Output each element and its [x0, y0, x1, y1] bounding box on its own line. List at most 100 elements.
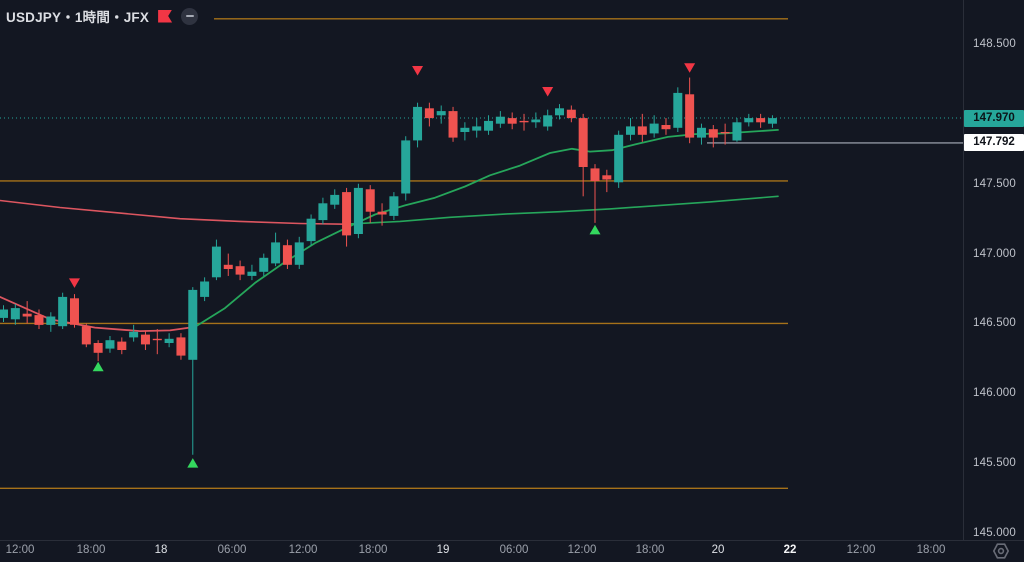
- time-tick: 18:00: [76, 544, 106, 556]
- candle-body: [555, 108, 565, 116]
- candle-body: [377, 211, 387, 215]
- tradingview-logo-icon[interactable]: [992, 542, 1010, 560]
- time-tick: 12:00: [5, 544, 35, 556]
- candle-body: [590, 168, 600, 181]
- time-tick: 12:00: [567, 544, 597, 556]
- symbol-title: USDJPY・1時間・JFX: [6, 10, 150, 25]
- candle-body: [507, 118, 517, 124]
- order-price-badge: 147.792: [964, 134, 1024, 152]
- candle-body: [436, 111, 446, 116]
- candle-body: [247, 271, 257, 276]
- sell-signal-marker: [542, 87, 554, 97]
- candle-body: [117, 341, 127, 350]
- candle-body: [661, 125, 671, 130]
- candle-body: [696, 127, 706, 138]
- candle-body: [472, 126, 482, 131]
- price-tick: 145.000: [973, 527, 1016, 539]
- fast-ma-rising: [194, 128, 779, 328]
- candle-body: [732, 122, 742, 141]
- candle-body: [720, 132, 730, 134]
- candle-body: [685, 94, 695, 138]
- candle-body: [0, 309, 8, 318]
- candle-body: [649, 123, 659, 134]
- candle-body: [69, 298, 79, 325]
- time-tick: 18:00: [358, 544, 388, 556]
- candle-body: [424, 108, 434, 119]
- candle-body: [342, 192, 352, 236]
- sell-signal-marker: [68, 278, 80, 288]
- sell-signal-marker: [412, 66, 424, 76]
- candle-body: [543, 115, 553, 127]
- candle-body: [93, 343, 103, 353]
- candle-body: [708, 129, 718, 138]
- price-tick: 147.000: [973, 247, 1016, 260]
- candle-body: [259, 257, 269, 272]
- candle-body: [294, 242, 304, 265]
- time-tick: 06:00: [499, 544, 529, 556]
- time-tick: 12:00: [288, 544, 318, 556]
- price-tick: 146.500: [973, 317, 1016, 330]
- candle-body: [744, 118, 754, 123]
- candle-body: [200, 281, 210, 297]
- price-tick: 147.500: [973, 177, 1016, 190]
- time-tick: 18:00: [635, 544, 665, 556]
- slow-ma-rising: [344, 195, 779, 225]
- price-tick: 145.500: [973, 457, 1016, 470]
- candle-body: [519, 120, 529, 123]
- candle-body: [401, 140, 411, 194]
- candle-body: [614, 134, 624, 183]
- candle-body: [413, 106, 423, 141]
- candle-body: [223, 264, 233, 269]
- candle-body: [767, 118, 777, 124]
- symbol-legend[interactable]: USDJPY・1時間・JFX: [0, 3, 215, 29]
- candle-body: [531, 119, 541, 123]
- flag-icon[interactable]: [158, 9, 173, 23]
- candle-body: [495, 116, 505, 124]
- candle-body: [460, 127, 470, 132]
- chart-canvas[interactable]: [0, 0, 963, 540]
- price-tick: 148.500: [973, 38, 1016, 50]
- time-tick-day: 18: [154, 544, 168, 556]
- time-tick-day: 22: [783, 544, 797, 556]
- candle-body: [448, 111, 458, 138]
- candle-body: [129, 331, 139, 338]
- candle-body: [140, 334, 150, 345]
- candle-body: [235, 266, 245, 275]
- candle-body: [318, 203, 328, 221]
- time-tick: 06:00: [217, 544, 247, 556]
- time-tick-day: 20: [711, 544, 725, 556]
- candle-body: [22, 313, 32, 317]
- candle-body: [211, 246, 221, 278]
- time-tick: 12:00: [846, 544, 876, 556]
- time-tick: 18:00: [916, 544, 946, 556]
- candle-body: [566, 109, 576, 119]
- candle-body: [389, 196, 399, 216]
- buy-signal-marker: [187, 458, 199, 468]
- candle-body: [365, 189, 375, 212]
- candle-body: [484, 120, 494, 131]
- candle-body: [756, 118, 766, 123]
- candle-body: [306, 218, 316, 242]
- candle-body: [602, 175, 612, 180]
- candle-body: [271, 242, 281, 264]
- candle-body: [330, 194, 340, 205]
- candle-body: [625, 126, 635, 135]
- candle-body: [637, 126, 647, 135]
- candle-body: [578, 118, 588, 167]
- candle-body: [81, 326, 91, 345]
- price-axis[interactable]: 147.970 147.792 148.500 147.500 147.000 146…: [963, 0, 1024, 540]
- candle-body: [105, 340, 115, 349]
- buy-signal-marker: [589, 224, 601, 235]
- candle-body: [353, 187, 363, 234]
- candle-body: [58, 296, 68, 327]
- last-price-badge: 147.970: [964, 109, 1024, 127]
- time-axis[interactable]: 12:00 18:00 18 06:00 12:00 18:00 19 06:00 12:00 1…: [0, 540, 1024, 562]
- minus-icon: [185, 15, 194, 17]
- candle-body: [673, 92, 683, 128]
- candle-body: [34, 315, 44, 325]
- collapse-legend-button[interactable]: [181, 7, 199, 25]
- sell-signal-marker: [684, 63, 696, 73]
- price-tick: 146.000: [973, 387, 1016, 400]
- slow-ma-falling: [0, 199, 346, 225]
